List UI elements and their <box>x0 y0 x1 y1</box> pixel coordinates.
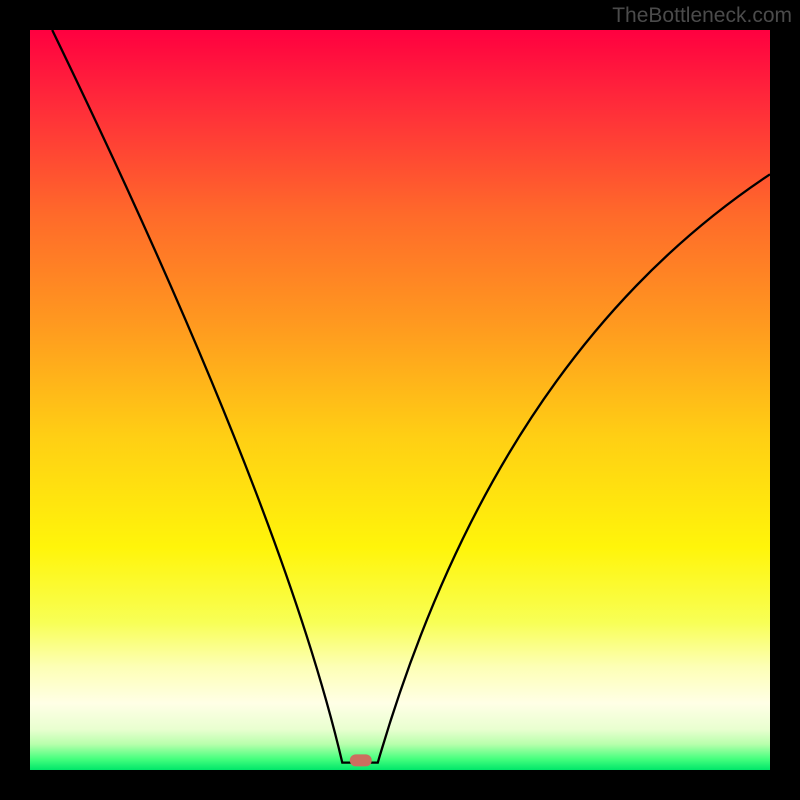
chart-container: TheBottleneck.com <box>0 0 800 800</box>
chart-svg <box>0 0 800 800</box>
optimal-point-marker <box>350 754 372 766</box>
plot-gradient-background <box>30 30 770 770</box>
